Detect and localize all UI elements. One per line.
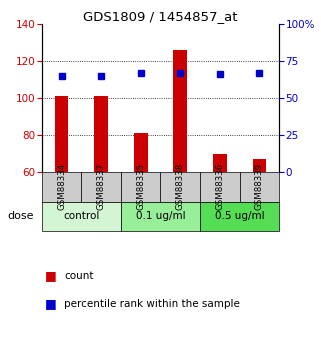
Text: GSM88336: GSM88336 — [215, 163, 224, 210]
Text: ■: ■ — [45, 297, 57, 310]
Bar — [134, 133, 148, 172]
Text: GSM88334: GSM88334 — [57, 163, 66, 210]
Text: 0.5 ug/ml: 0.5 ug/ml — [215, 211, 265, 221]
Bar — [160, 172, 200, 201]
Bar — [173, 50, 187, 172]
Bar — [55, 96, 68, 172]
Bar — [213, 154, 227, 172]
Text: dose: dose — [7, 211, 34, 221]
Bar — [200, 172, 240, 201]
Text: percentile rank within the sample: percentile rank within the sample — [64, 299, 240, 308]
Bar — [42, 172, 81, 201]
Bar — [94, 96, 108, 172]
Text: count: count — [64, 271, 94, 281]
Title: GDS1809 / 1454857_at: GDS1809 / 1454857_at — [83, 10, 238, 23]
Text: 0.1 ug/ml: 0.1 ug/ml — [136, 211, 185, 221]
Bar — [81, 172, 121, 201]
Text: ■: ■ — [45, 269, 57, 283]
Bar — [42, 201, 121, 231]
Bar — [121, 172, 160, 201]
Text: GSM88339: GSM88339 — [255, 163, 264, 210]
Text: GSM88338: GSM88338 — [176, 163, 185, 210]
Bar — [253, 159, 266, 172]
Text: GSM88337: GSM88337 — [97, 163, 106, 210]
Bar — [200, 201, 279, 231]
Text: GSM88335: GSM88335 — [136, 163, 145, 210]
Bar — [240, 172, 279, 201]
Text: control: control — [63, 211, 100, 221]
Bar — [121, 201, 200, 231]
